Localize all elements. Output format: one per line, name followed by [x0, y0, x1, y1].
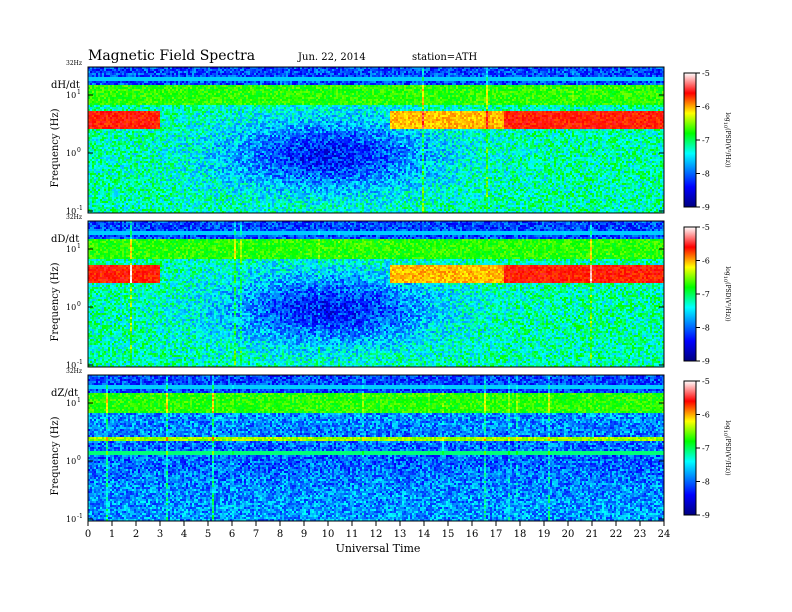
x-tick-label: 5	[205, 529, 211, 540]
y-tick-label: 10	[66, 457, 76, 466]
y-tick-exponent: 1	[77, 89, 81, 96]
top-frequency-label: 32Hz	[66, 214, 82, 221]
x-tick-label: 18	[514, 529, 527, 540]
y-tick-label: 10	[66, 515, 76, 524]
top-frequency-label: 32Hz	[66, 60, 82, 67]
y-tick-exponent: 0	[77, 455, 81, 462]
x-tick-label: 20	[562, 529, 575, 540]
y-tick-exponent: 1	[77, 243, 81, 250]
colorbar-tick-label: -8	[702, 324, 710, 333]
y-tick-label: 10	[66, 361, 76, 370]
colorbar-tick-label: -7	[702, 290, 710, 299]
colorbar-tick-label: -9	[702, 511, 710, 520]
x-tick-label: 15	[442, 529, 455, 540]
colorbar-label: log10(PSD(V²/Hz))	[722, 420, 731, 475]
x-tick-label: 10	[322, 529, 335, 540]
colorbar	[683, 380, 697, 516]
colorbar-tick-label: -6	[702, 103, 710, 112]
colorbar-tick-label: -8	[702, 170, 710, 179]
colorbar-tick-label: -6	[702, 411, 710, 420]
x-tick-label: 21	[586, 529, 599, 540]
colorbar-tick-label: -6	[702, 257, 710, 266]
x-tick-label: 22	[610, 529, 623, 540]
colorbar-tick-label: -5	[702, 223, 710, 232]
plot-frame	[87, 66, 665, 214]
colorbar-label: log10(PSD(V²/Hz))	[722, 266, 731, 321]
spectrogram-image	[88, 221, 664, 367]
x-tick-label: 4	[181, 529, 187, 540]
y-tick-exponent: 0	[77, 147, 81, 154]
panel-name: dD/dt	[51, 234, 79, 245]
colorbar-tick-label: -9	[702, 357, 710, 366]
colorbar-tick-label: -7	[702, 136, 710, 145]
x-tick-label: 14	[418, 529, 431, 540]
x-tick-label: 6	[229, 529, 235, 540]
x-tick-label: 7	[253, 529, 259, 540]
x-tick-label: 19	[538, 529, 551, 540]
y-tick-label: 10	[66, 303, 76, 312]
y-axis-label: Frequency (Hz)	[50, 416, 61, 495]
x-tick-label: 12	[370, 529, 383, 540]
x-axis-label: Universal Time	[336, 542, 421, 555]
x-tick-label: 13	[394, 529, 407, 540]
x-tick-label: 23	[634, 529, 647, 540]
spectrogram-image	[88, 67, 664, 213]
plot-frame	[87, 220, 665, 368]
colorbar-tick-label: -7	[702, 444, 710, 453]
x-tick-label: 17	[490, 529, 503, 540]
y-tick-exponent: -1	[77, 359, 83, 366]
x-tick-label: 24	[658, 529, 671, 540]
y-tick-exponent: 0	[77, 301, 81, 308]
x-tick-label: 1	[109, 529, 115, 540]
x-tick-label: 0	[85, 529, 91, 540]
colorbar-label: log10(PSD(V²/Hz))	[722, 112, 731, 167]
colorbar-tick-label: -5	[702, 69, 710, 78]
x-tick-label: 2	[133, 529, 139, 540]
chart-station: station=ATH	[412, 52, 478, 63]
y-tick-label: 10	[66, 91, 76, 100]
chart-date: Jun. 22, 2014	[297, 52, 366, 63]
colorbar	[683, 226, 697, 362]
y-tick-exponent: 1	[77, 397, 81, 404]
panel-name: dH/dt	[51, 80, 80, 91]
x-axis: 0 1 2 3 4 5 6 7 8 9 10 11 12 13 14 15 16 17 18 19 20 21 22 23 24	[85, 521, 671, 540]
y-tick-exponent: -1	[77, 513, 83, 520]
chart-title: Magnetic Field Spectra	[88, 48, 255, 64]
x-tick-label: 9	[301, 529, 307, 540]
colorbar-tick-label: -5	[702, 377, 710, 386]
y-tick-label: 10	[66, 245, 76, 254]
x-tick-label: 8	[277, 529, 283, 540]
panel-name: dZ/dt	[51, 388, 78, 399]
x-tick-label: 16	[466, 529, 479, 540]
colorbar	[683, 72, 697, 208]
y-tick-exponent: -1	[77, 205, 83, 212]
y-axis-label: Frequency (Hz)	[50, 262, 61, 341]
colorbar-tick-label: -9	[702, 203, 710, 212]
y-axis-label: Frequency (Hz)	[50, 108, 61, 187]
y-tick-label: 10	[66, 149, 76, 158]
x-tick-label: 3	[157, 529, 163, 540]
y-tick-label: 10	[66, 399, 76, 408]
y-tick-label: 10	[66, 207, 76, 216]
colorbar-tick-label: -8	[702, 478, 710, 487]
top-frequency-label: 32Hz	[66, 368, 82, 375]
x-tick-label: 11	[346, 529, 359, 540]
spectrogram-image	[88, 375, 664, 521]
